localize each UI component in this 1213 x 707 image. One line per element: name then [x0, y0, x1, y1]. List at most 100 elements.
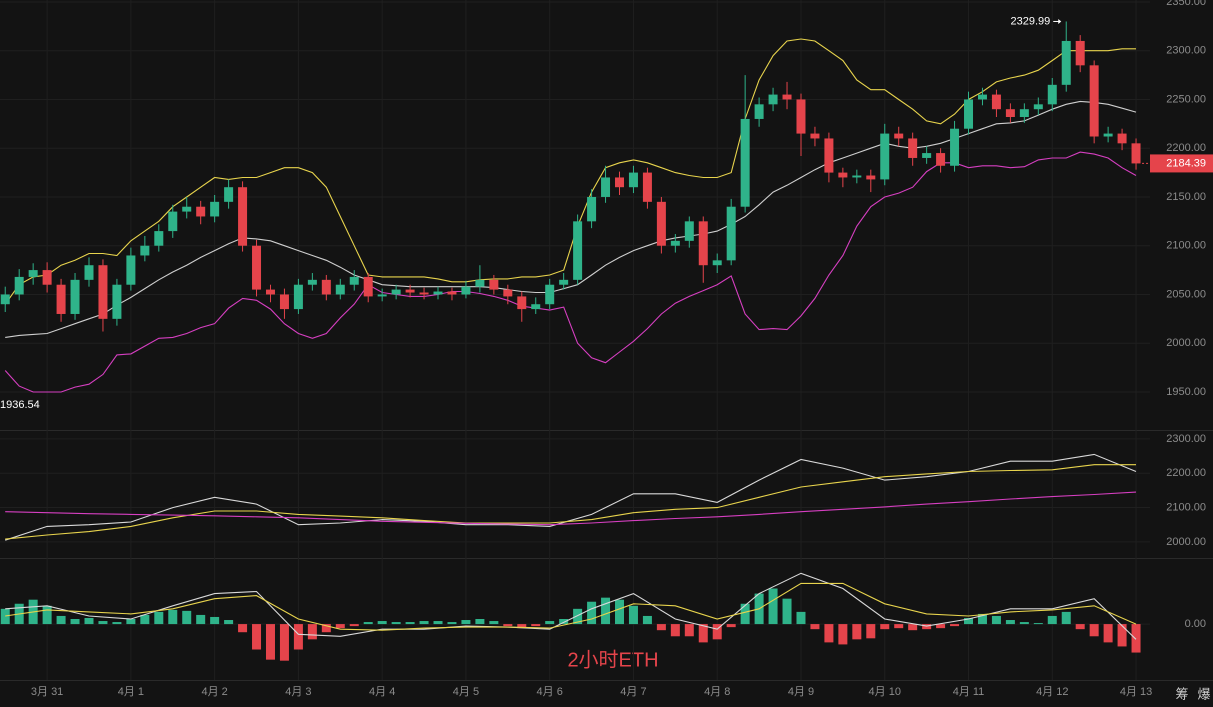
- indicator-line: [5, 464, 1136, 540]
- macd-bar: [740, 603, 750, 625]
- macd-bar: [98, 621, 108, 625]
- macd-bar: [684, 624, 694, 637]
- candle-body: [433, 291, 443, 295]
- candle-body: [503, 289, 513, 297]
- candle-body: [1131, 143, 1141, 164]
- candle-body: [293, 284, 303, 310]
- candle-body: [279, 294, 289, 310]
- macd-bar: [1047, 615, 1057, 625]
- candle-body: [796, 99, 806, 134]
- indicator-line: [4, 38, 1136, 305]
- indicator-line: [5, 491, 1137, 526]
- toolbar-icon[interactable]: 筹: [1175, 686, 1188, 701]
- macd-bar: [84, 617, 94, 625]
- macd-bar: [335, 624, 345, 629]
- candle-body: [363, 276, 373, 297]
- indicator-line: [5, 453, 1137, 541]
- candle-body: [447, 291, 457, 295]
- candle-body: [768, 94, 778, 105]
- candle-body: [601, 177, 611, 197]
- toolbar-icon[interactable]: 爆: [1197, 686, 1210, 701]
- low-label: 1936.54: [0, 399, 40, 411]
- candle-body: [670, 240, 680, 246]
- indicator-line: [5, 572, 1137, 640]
- x-tick-label: 4月 4: [369, 686, 395, 698]
- macd-bar: [293, 624, 303, 650]
- macd-bar: [377, 621, 387, 625]
- candle-body: [238, 187, 248, 246]
- candle-body: [991, 94, 1001, 110]
- macd-bar: [252, 624, 262, 650]
- panel: [0, 558, 1150, 680]
- macd-bar: [363, 622, 373, 625]
- candle-body: [936, 153, 946, 166]
- macd-bar: [670, 624, 680, 637]
- candle-body: [782, 94, 792, 100]
- x-tick-label: 4月 5: [453, 686, 479, 698]
- candle-body: [252, 245, 262, 290]
- macd-bar: [824, 624, 834, 643]
- candle-body: [84, 265, 94, 280]
- y-tick-label: 2200.00: [1166, 467, 1206, 479]
- candle-body: [1075, 40, 1085, 66]
- x-tick-label: 4月 8: [704, 686, 730, 698]
- macd-bar: [112, 622, 122, 625]
- y-tick-label: 2150.00: [1166, 191, 1206, 203]
- candle-body: [908, 138, 918, 158]
- macd-bar: [642, 615, 652, 625]
- candle-body: [42, 270, 52, 285]
- y-tick-label: 2000.00: [1166, 536, 1206, 548]
- macd-bar: [461, 620, 471, 625]
- macd-bar: [56, 615, 66, 625]
- candle-body: [573, 221, 583, 280]
- macd-bar: [936, 624, 946, 629]
- candle-body: [28, 270, 38, 277]
- macd-bar: [628, 605, 638, 625]
- candle-body: [517, 296, 527, 310]
- x-tick-label: 4月 3: [285, 686, 311, 698]
- panel: [0, 0, 1150, 430]
- y-tick-label: 1950.00: [1166, 386, 1206, 398]
- macd-bar: [42, 605, 52, 625]
- macd-bar: [950, 624, 960, 627]
- candle-body: [950, 128, 960, 166]
- candle-body: [56, 284, 66, 314]
- candle-body: [977, 94, 987, 100]
- y-tick-label: 2350.00: [1166, 0, 1206, 8]
- macd-bar: [796, 611, 806, 625]
- candle-body: [168, 211, 178, 232]
- macd-bar: [182, 610, 192, 625]
- candle-body: [1005, 109, 1015, 118]
- candle-body: [140, 245, 150, 256]
- macd-bar: [475, 619, 485, 625]
- candle-body: [726, 206, 736, 261]
- macd-bar: [419, 621, 429, 625]
- candle-body: [628, 172, 638, 188]
- y-tick-label: 2300.00: [1166, 433, 1206, 445]
- candle-body: [587, 196, 597, 222]
- candle-body: [14, 276, 24, 295]
- candle-body: [852, 175, 862, 178]
- macd-bar: [726, 624, 736, 628]
- candle-body: [656, 201, 666, 246]
- macd-bar: [894, 624, 904, 629]
- macd-bar: [489, 621, 499, 625]
- macd-bar: [349, 624, 359, 627]
- x-tick-label: 4月 2: [201, 686, 227, 698]
- indicator-line: [4, 151, 1137, 393]
- macd-bar: [196, 614, 206, 625]
- x-tick-label: 4月 13: [1120, 686, 1152, 698]
- candle-body: [922, 153, 932, 158]
- macd-bar: [168, 609, 178, 625]
- candle-body: [614, 177, 624, 188]
- x-tick-label: 4月 1: [118, 686, 144, 698]
- macd-bar: [307, 624, 317, 640]
- candle-body: [489, 279, 499, 290]
- macd-bar: [587, 601, 597, 625]
- macd-bar: [782, 598, 792, 625]
- candle-body: [559, 279, 569, 285]
- y-tick-label: 2200.00: [1166, 142, 1206, 154]
